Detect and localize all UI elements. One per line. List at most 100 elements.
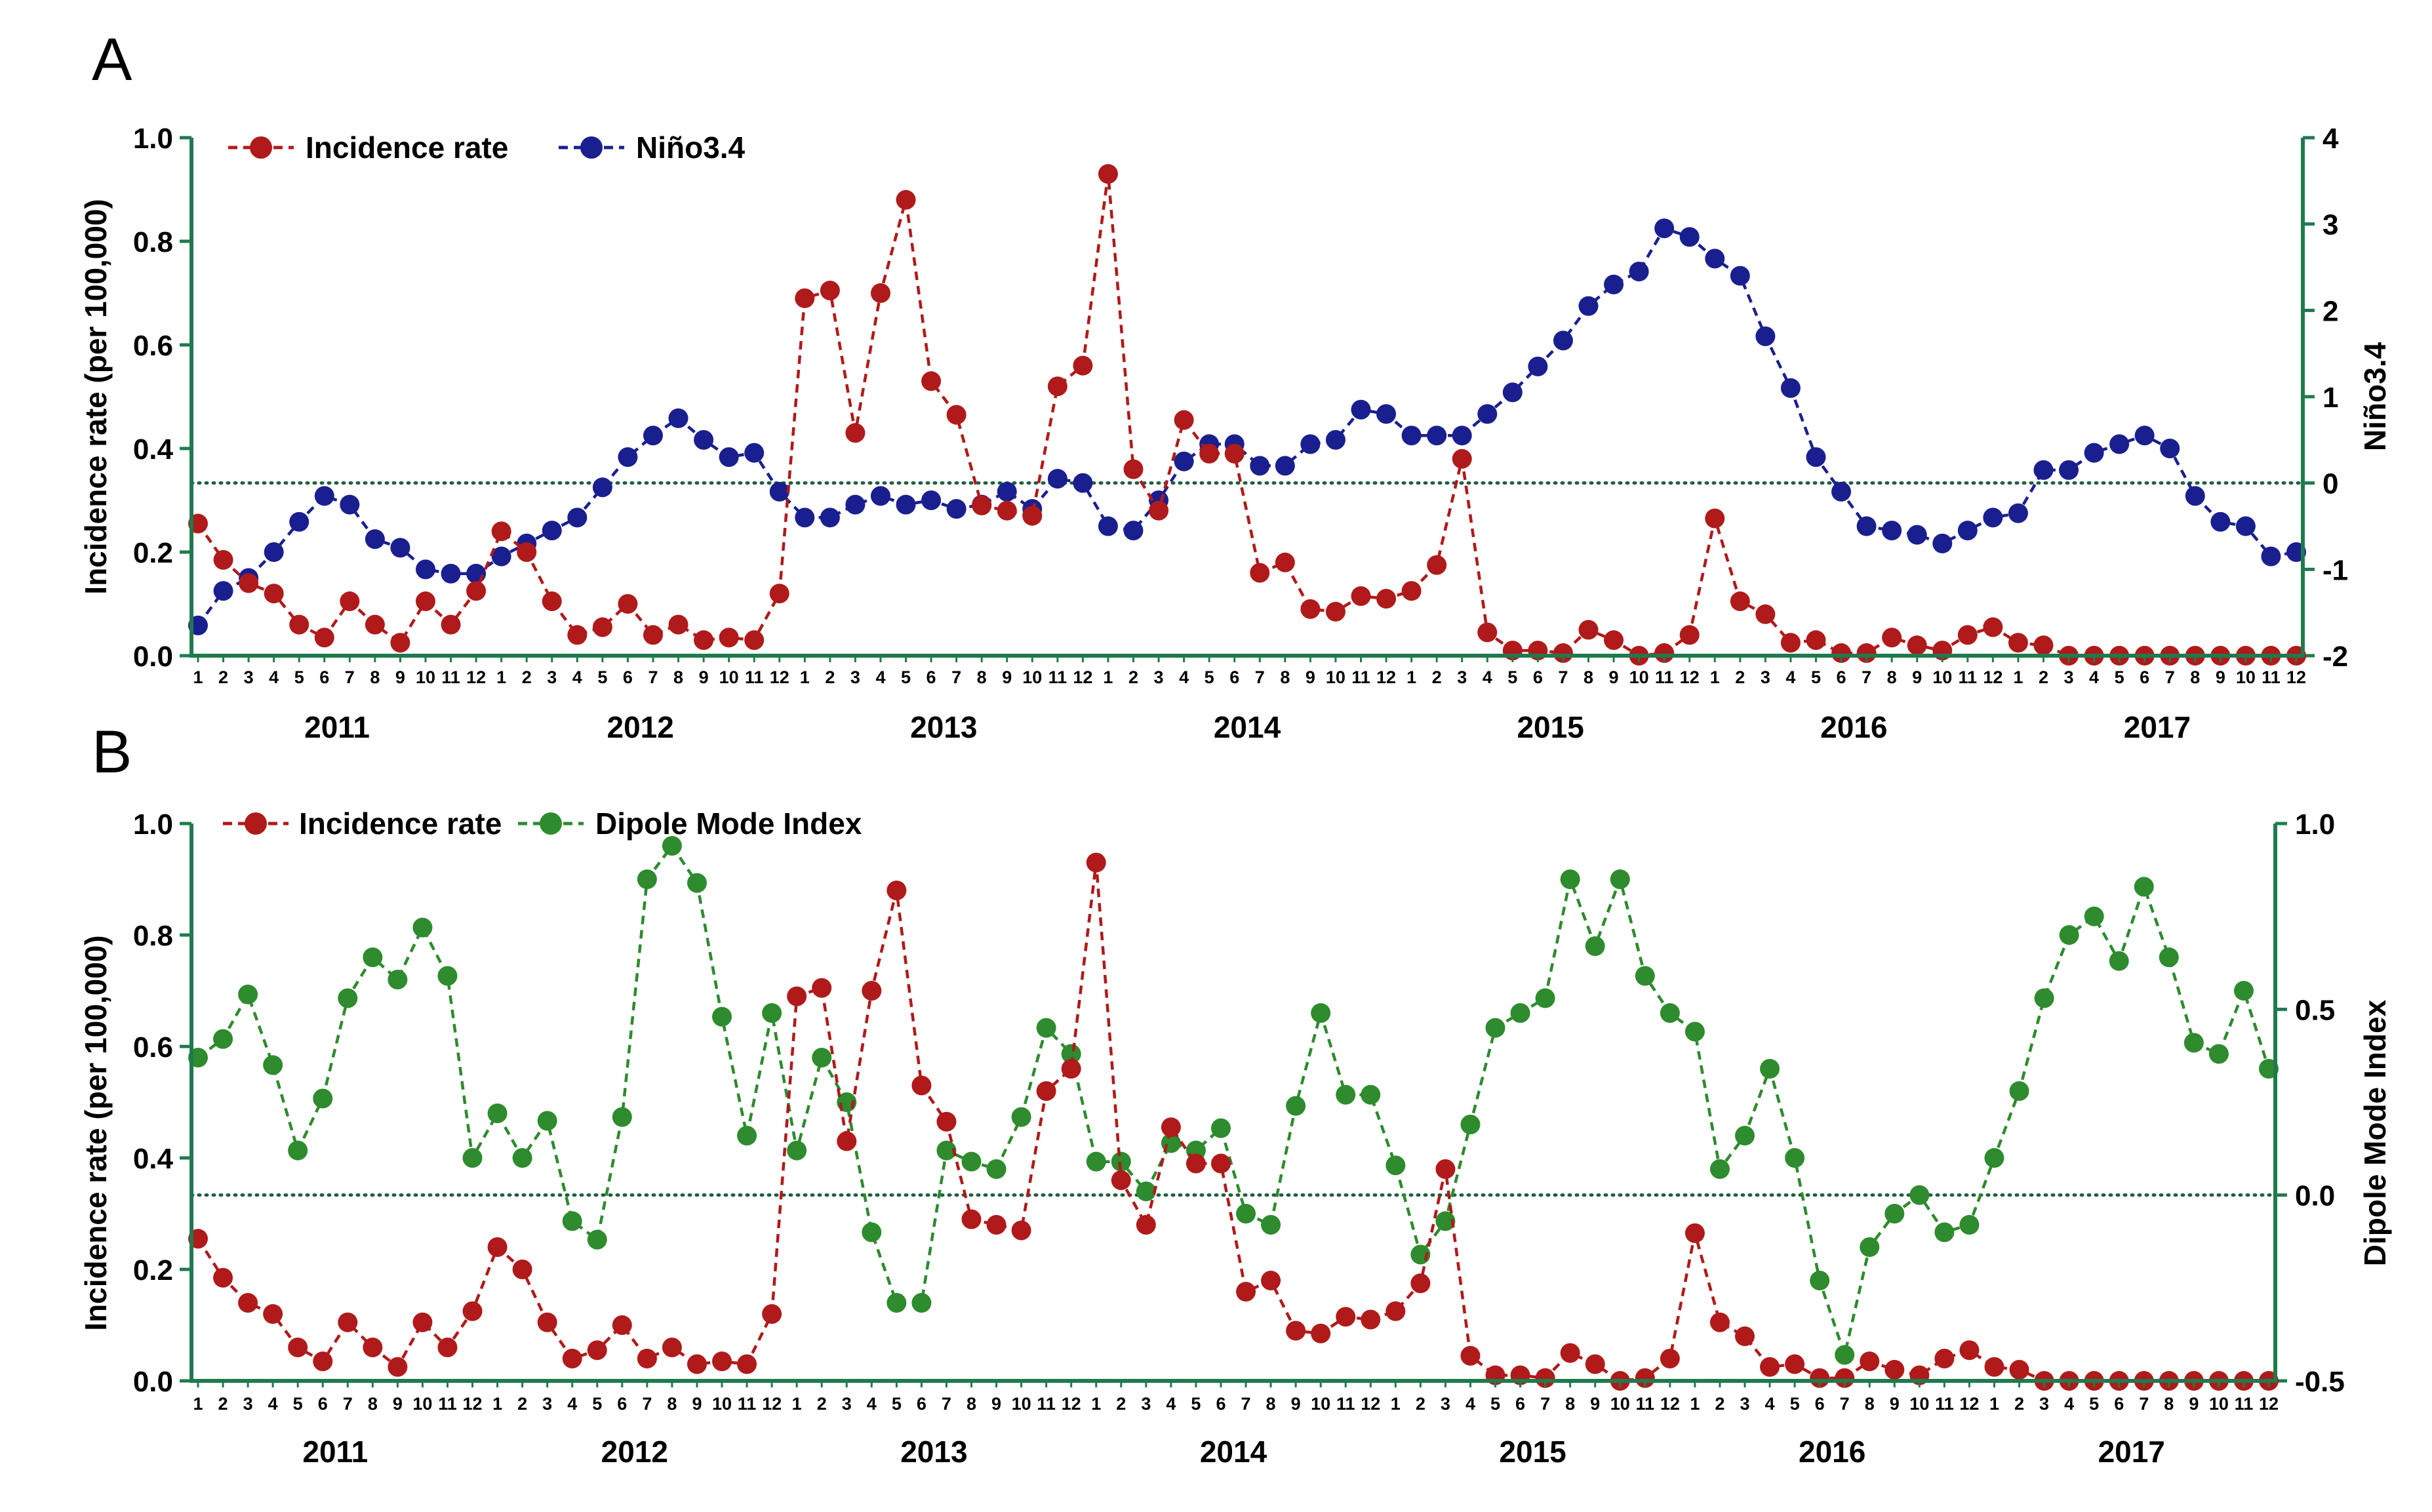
data-point-dipole-mode-index-b xyxy=(712,1006,732,1027)
data-point-incidence-rate-b xyxy=(612,1315,632,1335)
data-point-incidence-rate-a xyxy=(466,581,487,601)
data-point-dipole-mode-index-b xyxy=(1210,1118,1231,1138)
y-tick-label-right-a: 3 xyxy=(2322,209,2338,241)
data-point-ni-o3-4-a xyxy=(1932,533,1953,553)
data-point-incidence-rate-b xyxy=(437,1338,458,1357)
y-tick-label-left-a: 0.6 xyxy=(133,330,173,362)
y-tick-label-right-a: 1 xyxy=(2322,382,2338,414)
x-tick-label-month-b: 6 xyxy=(2114,1394,2124,1414)
data-point-dipole-mode-index-b xyxy=(263,1055,283,1075)
data-point-ni-o3-4-a xyxy=(2235,516,2256,536)
data-point-ni-o3-4-a xyxy=(820,507,840,528)
x-tick-label-month-a: 3 xyxy=(1154,667,1164,687)
data-point-incidence-rate-b xyxy=(238,1293,258,1313)
y-tick-label-right-a: 4 xyxy=(2322,123,2339,155)
x-year-label-a: 2015 xyxy=(1517,710,1584,744)
y-tick-label-left-a: 0.8 xyxy=(133,226,173,258)
data-point-dipole-mode-index-b xyxy=(313,1088,333,1109)
x-tick-label-month-b: 5 xyxy=(1490,1394,1500,1414)
data-point-ni-o3-4-a xyxy=(1351,399,1371,420)
x-tick-label-month-a: 8 xyxy=(1584,667,1593,687)
data-point-incidence-rate-b xyxy=(837,1131,857,1151)
data-point-dipole-mode-index-b xyxy=(2109,951,2129,971)
x-tick-label-month-b: 9 xyxy=(1590,1394,1600,1414)
y-tick-label-left-a: 1.0 xyxy=(133,123,173,155)
data-point-dipole-mode-index-b xyxy=(1760,1059,1780,1079)
x-tick-label-month-a: 8 xyxy=(673,667,683,687)
data-point-incidence-rate-b xyxy=(1036,1081,1056,1101)
x-tick-label-month-b: 1 xyxy=(1391,1394,1401,1414)
data-point-incidence-rate-a xyxy=(1831,643,1852,664)
x-tick-label-month-b: 6 xyxy=(1815,1394,1825,1414)
data-point-incidence-rate-b xyxy=(887,881,907,900)
data-point-incidence-rate-b xyxy=(1785,1354,1805,1374)
y-tick-label-right-a: 2 xyxy=(2322,295,2338,327)
data-point-ni-o3-4-a xyxy=(1578,296,1599,316)
x-tick-label-month-a: 1 xyxy=(496,667,506,687)
x-tick-label-month-b: 12 xyxy=(1959,1394,1979,1414)
x-tick-label-month-b: 11 xyxy=(1935,1394,1954,1414)
x-tick-label-month-b: 12 xyxy=(463,1394,483,1414)
y-tick-label-right-a: -2 xyxy=(2322,641,2348,673)
data-point-ni-o3-4-a xyxy=(365,529,385,549)
data-point-incidence-rate-a xyxy=(1983,617,2003,637)
data-point-incidence-rate-b xyxy=(1011,1220,1031,1241)
data-point-incidence-rate-b xyxy=(1709,1312,1730,1332)
data-point-incidence-rate-b xyxy=(1286,1321,1306,1341)
data-point-incidence-rate-a xyxy=(997,500,1017,521)
data-point-incidence-rate-b xyxy=(1236,1282,1256,1302)
data-point-ni-o3-4-a xyxy=(2185,486,2205,506)
data-point-incidence-rate-b xyxy=(1311,1323,1331,1343)
x-tick-label-month-b: 11 xyxy=(738,1394,757,1414)
data-point-incidence-rate-b xyxy=(1111,1170,1131,1190)
x-year-label-a: 2016 xyxy=(1820,710,1887,744)
x-tick-label-month-a: 5 xyxy=(1205,667,1214,687)
data-point-incidence-rate-b xyxy=(1934,1349,1955,1368)
data-point-incidence-rate-a xyxy=(1351,586,1371,607)
data-point-incidence-rate-a xyxy=(542,591,562,612)
x-tick-label-month-a: 1 xyxy=(1710,667,1720,687)
data-point-dipole-mode-index-b xyxy=(437,966,458,986)
x-tick-label-month-b: 3 xyxy=(542,1394,552,1414)
data-point-incidence-rate-b xyxy=(1959,1340,1980,1361)
data-point-ni-o3-4-a xyxy=(1604,274,1624,294)
x-year-label-b: 2017 xyxy=(2098,1435,2165,1469)
x-tick-label-month-a: 8 xyxy=(1280,667,1290,687)
x-tick-label-month-a: 4 xyxy=(1785,667,1795,687)
data-point-dipole-mode-index-b xyxy=(1111,1151,1131,1172)
data-point-dipole-mode-index-b xyxy=(1684,1022,1705,1042)
x-tick-label-month-a: 8 xyxy=(977,667,987,687)
data-point-dipole-mode-index-b xyxy=(562,1211,582,1231)
data-point-incidence-rate-a xyxy=(340,591,360,612)
x-tick-label-month-a: 1 xyxy=(1103,667,1113,687)
data-point-ni-o3-4-a xyxy=(896,494,916,515)
data-point-ni-o3-4-a xyxy=(1250,456,1270,476)
x-tick-label-month-b: 12 xyxy=(1361,1394,1380,1414)
data-point-incidence-rate-b xyxy=(662,1338,682,1357)
data-point-dipole-mode-index-b xyxy=(1934,1222,1955,1243)
data-point-incidence-rate-b xyxy=(363,1338,383,1357)
data-point-dipole-mode-index-b xyxy=(238,984,258,1005)
data-point-incidence-rate-b xyxy=(512,1260,532,1279)
x-tick-label-month-a: 1 xyxy=(1406,667,1416,687)
x-tick-label-month-b: 6 xyxy=(318,1394,328,1414)
data-point-incidence-rate-b xyxy=(1984,1357,2004,1377)
data-point-incidence-rate-b xyxy=(288,1338,308,1357)
y-tick-label-right-b: 0.0 xyxy=(2295,1180,2335,1212)
data-point-dipole-mode-index-b xyxy=(1460,1115,1481,1134)
data-point-ni-o3-4-a xyxy=(1300,434,1321,454)
data-point-incidence-rate-b xyxy=(587,1340,607,1361)
panel-b: B Incidence rate (per 100,000) Dipole Mo… xyxy=(79,719,2392,1469)
x-tick-label-month-a: 11 xyxy=(441,667,460,687)
data-point-dipole-mode-index-b xyxy=(1261,1215,1281,1235)
data-point-ni-o3-4-a xyxy=(2033,460,2054,480)
data-point-incidence-rate-a xyxy=(1553,643,1573,664)
x-tick-label-month-b: 1 xyxy=(1989,1394,1999,1414)
data-point-incidence-rate-a xyxy=(795,288,815,308)
x-tick-label-month-b: 8 xyxy=(1266,1394,1276,1414)
data-point-incidence-rate-b xyxy=(1760,1357,1780,1377)
x-tick-label-month-a: 10 xyxy=(719,667,739,687)
data-point-incidence-rate-b xyxy=(1884,1360,1905,1380)
data-point-incidence-rate-a xyxy=(1250,563,1270,583)
data-point-incidence-rate-a xyxy=(1477,622,1498,643)
